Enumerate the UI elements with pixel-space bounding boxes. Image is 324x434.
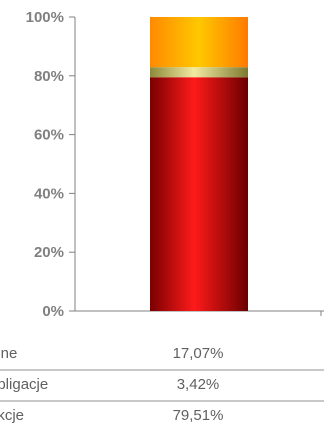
y-tick-label: 0% [42, 303, 64, 320]
table-row-label: inne [0, 345, 17, 362]
y-tick-label: 60% [34, 127, 64, 144]
table-row-label: akcje [0, 407, 24, 424]
bar-segment-obligacje [150, 67, 248, 78]
stacked-bar [150, 17, 248, 311]
y-tick-label: 40% [34, 185, 64, 202]
data-table: inne 17,07% obligacje 3,42% akcje 79,51% [0, 345, 324, 424]
table-row-label: obligacje [0, 376, 48, 393]
bar-segment-akcje [150, 77, 248, 311]
y-tick-label: 80% [34, 68, 64, 85]
table-row-value: 79,51% [173, 407, 224, 424]
table-row-value: 17,07% [173, 345, 224, 362]
bar-segment-inne [150, 17, 248, 68]
y-tick-label: 100% [26, 9, 64, 26]
y-tick-label: 20% [34, 244, 64, 261]
table-row-value: 3,42% [177, 376, 220, 393]
y-axis: 0% 20% 40% 60% 80% 100% [26, 9, 324, 320]
